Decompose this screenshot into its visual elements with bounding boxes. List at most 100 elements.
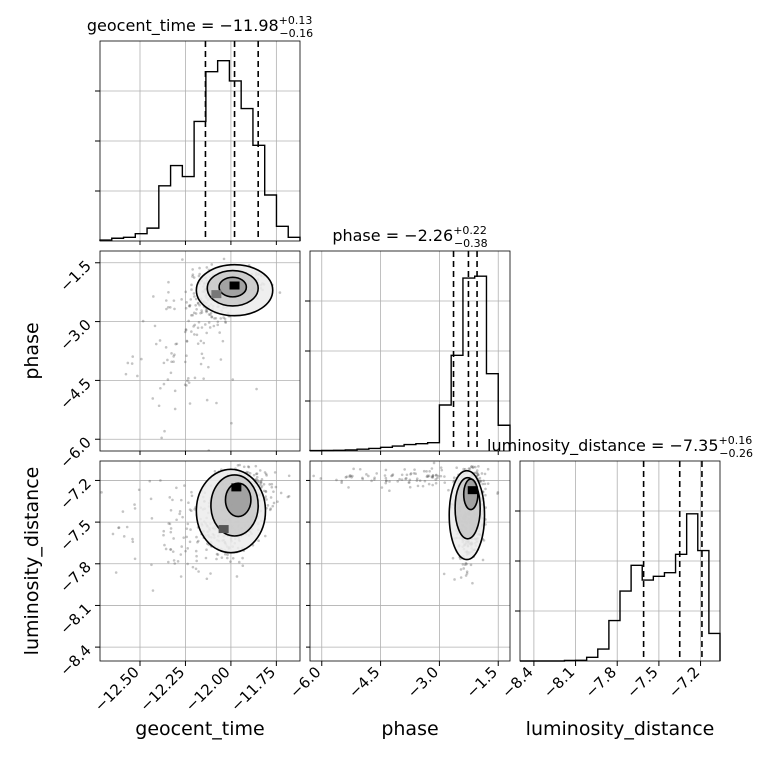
scatter-point	[451, 556, 455, 560]
scatter-point	[358, 467, 362, 471]
panel-frame	[309, 460, 511, 662]
panel-title-luminosity_distance: luminosity_distance = −7.35+0.16 −0.26	[487, 434, 753, 460]
scatter-point	[193, 323, 197, 327]
scatter-point	[183, 383, 187, 387]
scatter-point	[404, 477, 407, 481]
scatter-point	[181, 515, 184, 519]
scatter-point	[186, 547, 189, 550]
scatter-point	[183, 360, 187, 364]
y-axis-label-phase: phase	[21, 322, 43, 379]
y-tick-label-luminosity_distance: −7.8	[56, 558, 94, 596]
y-tick-label-luminosity_distance: −8.1	[56, 600, 94, 638]
scatter-point	[122, 535, 126, 538]
scatter-point	[431, 475, 434, 478]
scatter-point	[266, 504, 270, 507]
scatter-point	[259, 480, 263, 484]
scatter-point	[367, 474, 370, 478]
scatter-point	[461, 563, 465, 566]
scatter-point	[391, 473, 395, 476]
scatter-point	[426, 475, 430, 478]
scatter-point	[407, 481, 411, 484]
scatter-point	[213, 317, 216, 320]
scatter-point	[464, 574, 468, 577]
scatter-point	[194, 312, 198, 315]
scatter-point	[167, 280, 170, 284]
scatter-point	[479, 479, 482, 483]
scatter-point	[231, 378, 235, 381]
scatter-point	[174, 342, 178, 346]
scatter-point	[409, 472, 413, 475]
scatter-point	[215, 401, 218, 405]
scatter-point	[131, 537, 134, 541]
scatter-point	[209, 311, 213, 315]
scatter-point	[236, 464, 240, 467]
scatter-point	[264, 490, 268, 494]
scatter-point	[408, 478, 412, 482]
scatter-point	[198, 303, 201, 307]
scatter-point	[365, 473, 368, 476]
scatter-point	[164, 547, 168, 551]
scatter-point	[462, 457, 465, 460]
scatter-point	[259, 480, 262, 483]
scatter-point	[185, 535, 189, 539]
scatter-point	[370, 479, 373, 483]
scatter-point	[209, 313, 212, 317]
scatter-point	[189, 298, 193, 301]
scatter-point	[164, 346, 168, 349]
scatter-point	[258, 469, 262, 472]
scatter-point	[463, 467, 467, 471]
scatter-point	[390, 474, 393, 478]
scatter-point	[388, 480, 391, 483]
scatter-point	[486, 482, 490, 485]
scatter-point	[210, 315, 214, 318]
scatter-point	[212, 324, 216, 328]
scatter-point	[473, 471, 477, 475]
y-tick-label-luminosity_distance: −7.2	[56, 475, 94, 513]
scatter-point	[348, 474, 352, 477]
scatter-point	[257, 539, 260, 543]
histogram-step-phase	[309, 275, 511, 452]
scatter-point	[195, 307, 198, 311]
scatter-point	[172, 559, 176, 562]
scatter-point	[415, 479, 419, 482]
scatter-point	[207, 449, 211, 451]
scatter-point	[131, 540, 135, 544]
scatter-point	[191, 268, 194, 271]
scatter-point	[186, 379, 189, 383]
scatter-point	[434, 473, 438, 477]
scatter-point	[114, 571, 118, 574]
scatter-point	[439, 474, 443, 478]
scatter-point	[471, 581, 474, 585]
scatter-point	[187, 381, 191, 384]
scatter-point	[172, 299, 176, 302]
scatter-point	[496, 492, 499, 495]
scatter-point	[192, 325, 195, 328]
scatter-point	[178, 512, 181, 516]
scatter-point	[213, 470, 217, 473]
scatter-point	[168, 496, 172, 499]
scatter-point	[184, 306, 188, 310]
scatter-point	[195, 535, 198, 539]
scatter-point	[416, 484, 420, 488]
scatter-point	[422, 469, 426, 473]
scatter-point	[241, 556, 244, 560]
scatter-point	[191, 275, 194, 278]
scatter-point	[254, 464, 258, 468]
scatter-point	[430, 475, 434, 479]
scatter-point	[188, 540, 192, 544]
scatter-point	[223, 552, 227, 556]
scatter-point	[148, 479, 152, 483]
scatter-layer	[124, 257, 282, 451]
scatter-point	[171, 550, 175, 553]
histogram-panel-geocent_time: geocent_time = −11.98+0.13 −0.16	[87, 14, 313, 242]
scatter-point	[400, 478, 404, 481]
scatter-point	[193, 376, 197, 380]
scatter-point	[185, 527, 189, 530]
scatter-point	[452, 476, 456, 480]
scatter-point	[219, 358, 223, 361]
scatter-point	[224, 321, 227, 324]
density-peak	[211, 290, 222, 299]
scatter-point	[188, 402, 192, 405]
title-upper-error: +0.13	[279, 14, 313, 27]
scatter-point	[476, 472, 479, 475]
